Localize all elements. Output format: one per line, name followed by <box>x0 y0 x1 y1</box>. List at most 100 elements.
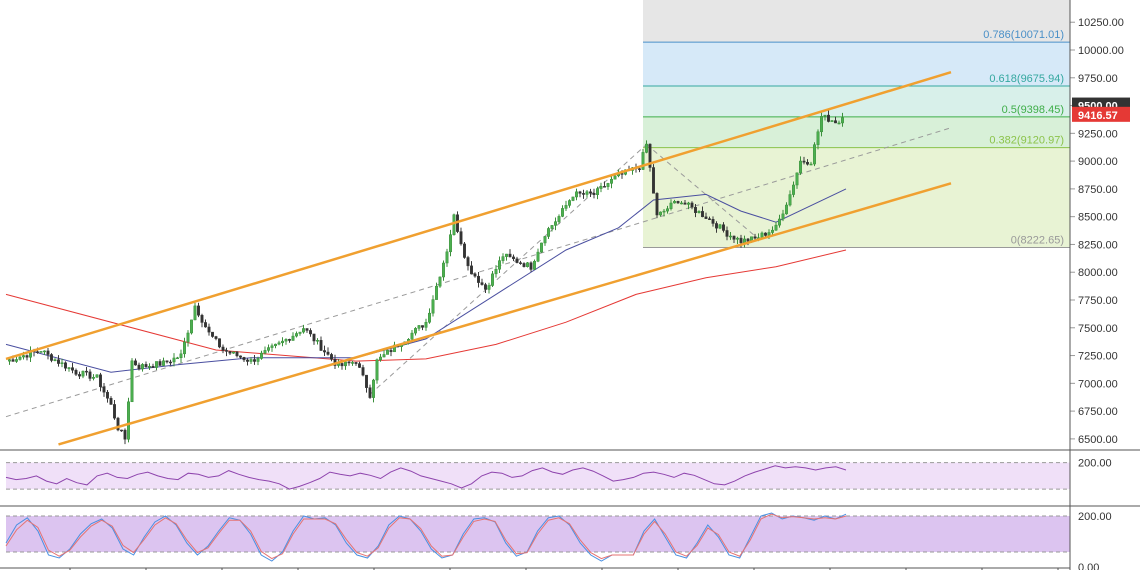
y-tick-label: 9000.00 <box>1078 156 1118 168</box>
candle-body <box>242 357 246 361</box>
y-tick-label: 7250.00 <box>1078 351 1118 363</box>
oscillator-panel-1[interactable]: 200.00 <box>5 458 1112 490</box>
candle-body <box>592 193 596 195</box>
candle-body <box>739 237 743 244</box>
oscillator-panel-2[interactable]: 200.00 0.00 <box>5 511 1112 570</box>
candle-body <box>788 194 792 206</box>
candle-body <box>246 359 249 362</box>
candle-body <box>477 275 480 283</box>
candle-body <box>575 191 578 198</box>
fib-level-label: 0.5(9398.45) <box>1002 104 1064 116</box>
candle-body <box>571 196 575 201</box>
candle-body <box>267 347 270 351</box>
candle-body <box>424 322 428 328</box>
candle-body <box>421 325 424 328</box>
candle-body <box>827 114 830 122</box>
candle-body <box>162 360 165 366</box>
candle-body <box>64 362 67 369</box>
y-tick-label: 8750.00 <box>1078 184 1118 196</box>
price-tag-box <box>1072 106 1130 122</box>
candle-body <box>414 328 417 334</box>
candle-body <box>725 230 729 237</box>
candle-body <box>442 262 445 278</box>
y-tick-label: 6500.00 <box>1078 434 1118 446</box>
candle-body <box>312 333 316 342</box>
candle-body <box>659 211 662 216</box>
candle-body <box>613 175 617 180</box>
candle-body <box>354 362 358 364</box>
candle-body <box>249 359 253 362</box>
candle-body <box>501 256 505 261</box>
candle-body <box>158 361 162 366</box>
candle-body <box>680 202 683 205</box>
candle-body <box>372 379 375 398</box>
channel-trendlines[interactable] <box>5 71 952 446</box>
y-tick-label: 6750.00 <box>1078 406 1118 418</box>
fibonacci-labels: 0.786(10071.01) 0.618(9675.94) 0.5(9398.45… <box>983 29 1064 246</box>
fib-zone <box>643 116 1070 148</box>
candle-body <box>316 340 319 342</box>
candle-body <box>102 386 106 393</box>
candle-body <box>57 359 60 364</box>
candle-body <box>683 202 687 205</box>
candle-body <box>81 370 85 377</box>
candle-body <box>347 361 351 364</box>
candle-body <box>214 336 218 339</box>
candle-body <box>239 355 242 358</box>
candle-body <box>428 312 431 323</box>
candle-body <box>291 335 295 341</box>
candle-body <box>512 256 515 260</box>
candle-body <box>358 363 361 368</box>
candle-body <box>36 351 39 353</box>
candle-body <box>578 191 582 194</box>
candle-body <box>260 352 263 359</box>
candle-body <box>270 345 274 348</box>
candle-body <box>365 374 368 388</box>
candle-body <box>690 202 694 208</box>
moving-average-line <box>5 188 847 373</box>
y-tick-label: 9750.00 <box>1078 73 1118 85</box>
candle-body <box>305 328 309 331</box>
candle-body <box>722 224 725 231</box>
candle-body <box>207 326 211 333</box>
candle-body <box>389 350 393 353</box>
candle-body <box>50 354 53 361</box>
candle-body <box>697 211 701 213</box>
candle-body <box>200 314 204 323</box>
candle-body <box>704 216 708 219</box>
candle-body <box>774 224 778 231</box>
candle-body <box>39 351 43 353</box>
candle-body <box>172 357 176 363</box>
candle-body <box>169 361 172 364</box>
candle-body <box>778 218 781 226</box>
candle-body <box>480 282 484 285</box>
candle-body <box>78 374 81 377</box>
candle-body <box>809 163 813 166</box>
candle-body <box>701 211 704 218</box>
candle-body <box>830 120 834 122</box>
candle-body <box>837 122 841 125</box>
candle-body <box>484 284 487 290</box>
candle-body <box>466 257 470 267</box>
candle-body <box>71 367 74 371</box>
candle-body <box>141 364 144 370</box>
candle-body <box>22 355 25 358</box>
y-tick-label: 8500.00 <box>1078 212 1118 224</box>
candle-body <box>309 330 312 335</box>
candle-body <box>281 340 284 344</box>
candle-body <box>820 116 823 133</box>
candle-body <box>410 332 414 340</box>
candle-body <box>645 143 648 153</box>
fibonacci-retracement[interactable] <box>643 0 1070 248</box>
candle-body <box>379 356 382 360</box>
fib-zone <box>643 42 1070 87</box>
candle-body <box>806 161 809 165</box>
candle-body <box>802 160 806 163</box>
candle-body <box>540 242 543 253</box>
oscillator-band <box>6 462 1070 490</box>
candle-body <box>673 201 676 204</box>
candle-body <box>771 229 774 233</box>
fib-level-label: 0.786(10071.01) <box>983 29 1064 41</box>
